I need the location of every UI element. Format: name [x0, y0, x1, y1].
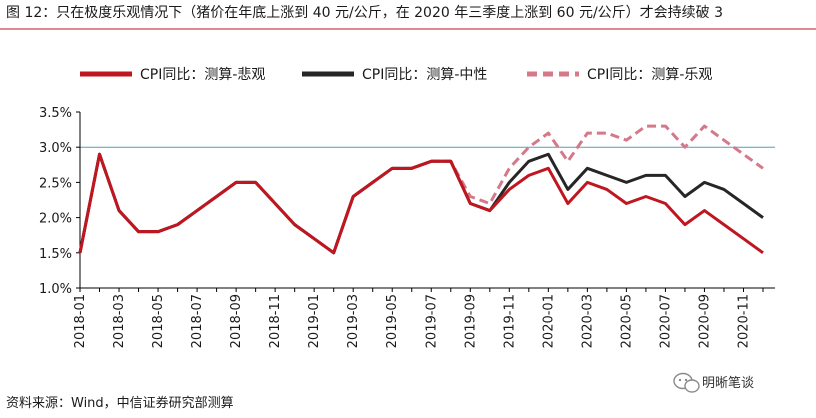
y-tick-label: 3.0% [39, 141, 72, 156]
chart-title: 图 12：只在极度乐观情况下（猪价在年底上涨到 40 元/公斤，在 2020 年… [6, 4, 723, 21]
x-tick-label: 2019-09 [463, 294, 478, 348]
legend-item-optimistic: CPI同比：测算-乐观 [527, 67, 712, 83]
x-tick-label: 2019-01 [307, 294, 322, 348]
x-tick-label: 2019-03 [346, 294, 361, 348]
x-tick-label: 2020-11 [736, 294, 751, 348]
series-line-neutral [78, 152, 764, 255]
x-tick-label: 2019-11 [502, 294, 517, 348]
x-tick-label: 2020-07 [658, 294, 673, 348]
legend-label-neutral: CPI同比：测算-中性 [362, 67, 487, 83]
y-tick-label: 2.5% [39, 176, 72, 191]
source-note: 资料来源：Wind，中信证券研究部测算 [6, 395, 234, 411]
x-tick-label: 2018-01 [73, 294, 88, 348]
legend-label-optimistic: CPI同比：测算-乐观 [587, 67, 712, 83]
y-tick-label: 1.0% [39, 282, 72, 297]
watermark: 明晰笔谈 [673, 372, 754, 393]
wechat-icon [673, 372, 700, 393]
x-tick-label: 2018-07 [190, 294, 205, 348]
x-tick-label: 2020-01 [541, 294, 556, 348]
legend-label-pessimistic: CPI同比：测算-悲观 [140, 66, 265, 83]
y-tick-label: 1.5% [39, 247, 72, 262]
legend-item-pessimistic: CPI同比：测算-悲观 [80, 66, 265, 83]
y-tick-label: 3.5% [39, 106, 72, 121]
x-tick-label: 2018-09 [229, 294, 244, 348]
series-line-pessimistic [78, 152, 764, 255]
legend-item-neutral: CPI同比：测算-中性 [302, 67, 487, 83]
x-tick-label: 2019-07 [424, 294, 439, 348]
x-tick-label: 2020-05 [619, 294, 634, 348]
legend: CPI同比：测算-悲观 CPI同比：测算-中性 CPI同比：测算-乐观 [80, 66, 712, 83]
x-tick-label: 2020-09 [697, 294, 712, 348]
plot-area: 1.0% 1.5% 2.0% 2.5% 3.0% 3.5% 2018-01 2018-03 20… [39, 106, 775, 348]
series-line-optimistic [78, 124, 764, 255]
x-tick-label: 2018-03 [112, 294, 127, 348]
x-tick-label: 2018-11 [268, 294, 283, 348]
x-tick-label: 2019-05 [385, 294, 400, 348]
x-tick-label: 2020-03 [580, 294, 595, 348]
y-tick-label: 2.0% [39, 212, 72, 227]
x-tick-label: 2018-05 [151, 294, 166, 348]
watermark-text: 明晰笔谈 [702, 375, 754, 391]
